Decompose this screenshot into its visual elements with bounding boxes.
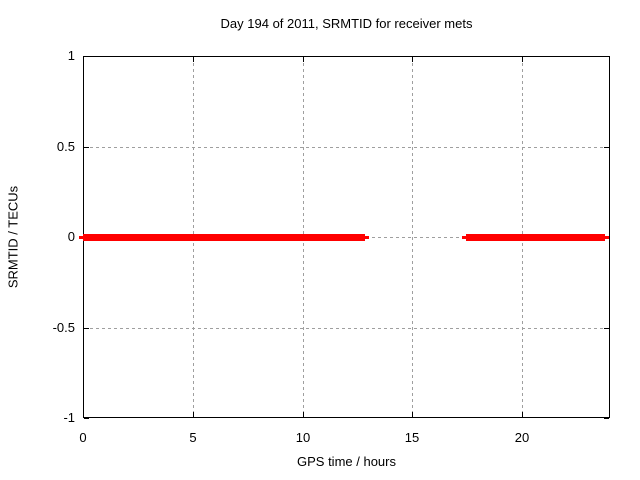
tick-left--1 (84, 418, 89, 419)
chart-title: Day 194 of 2011, SRMTID for receiver met… (220, 16, 473, 31)
tick-right--1 (604, 418, 609, 419)
x-tick-label-20: 20 (514, 430, 530, 445)
data-series-segment-1 (466, 234, 605, 241)
tick-top-0 (83, 57, 84, 62)
x-axis-label: GPS time / hours (297, 454, 396, 469)
tick-top-5 (193, 57, 194, 62)
y-tick-label--0.5: -0.5 (52, 320, 75, 335)
tick-top-10 (303, 57, 304, 62)
x-tick-label-5: 5 (189, 430, 197, 445)
data-series-segment-0 (83, 234, 365, 241)
tick-bottom-20 (522, 412, 523, 417)
tick-right--0.5 (604, 328, 609, 329)
tick-left-1 (84, 56, 89, 57)
tick-left-0.5 (84, 147, 89, 148)
x-tick-label-10: 10 (295, 430, 311, 445)
gridline-y-0.5 (84, 147, 609, 148)
tick-right-0.5 (604, 147, 609, 148)
y-tick-label-1: 1 (67, 48, 75, 63)
tick-top-15 (412, 57, 413, 62)
tick-bottom-0 (83, 412, 84, 417)
tick-left--0.5 (84, 328, 89, 329)
gridline-y--0.5 (84, 328, 609, 329)
x-tick-label-0: 0 (79, 430, 87, 445)
x-tick-label-15: 15 (404, 430, 420, 445)
tick-bottom-10 (303, 412, 304, 417)
tick-bottom-15 (412, 412, 413, 417)
y-tick-label-0.5: 0.5 (56, 139, 75, 154)
y-tick-label--1: -1 (63, 410, 75, 425)
tick-bottom-5 (193, 412, 194, 417)
tick-right-1 (604, 56, 609, 57)
tick-top-20 (522, 57, 523, 62)
y-tick-label-0: 0 (67, 229, 75, 244)
